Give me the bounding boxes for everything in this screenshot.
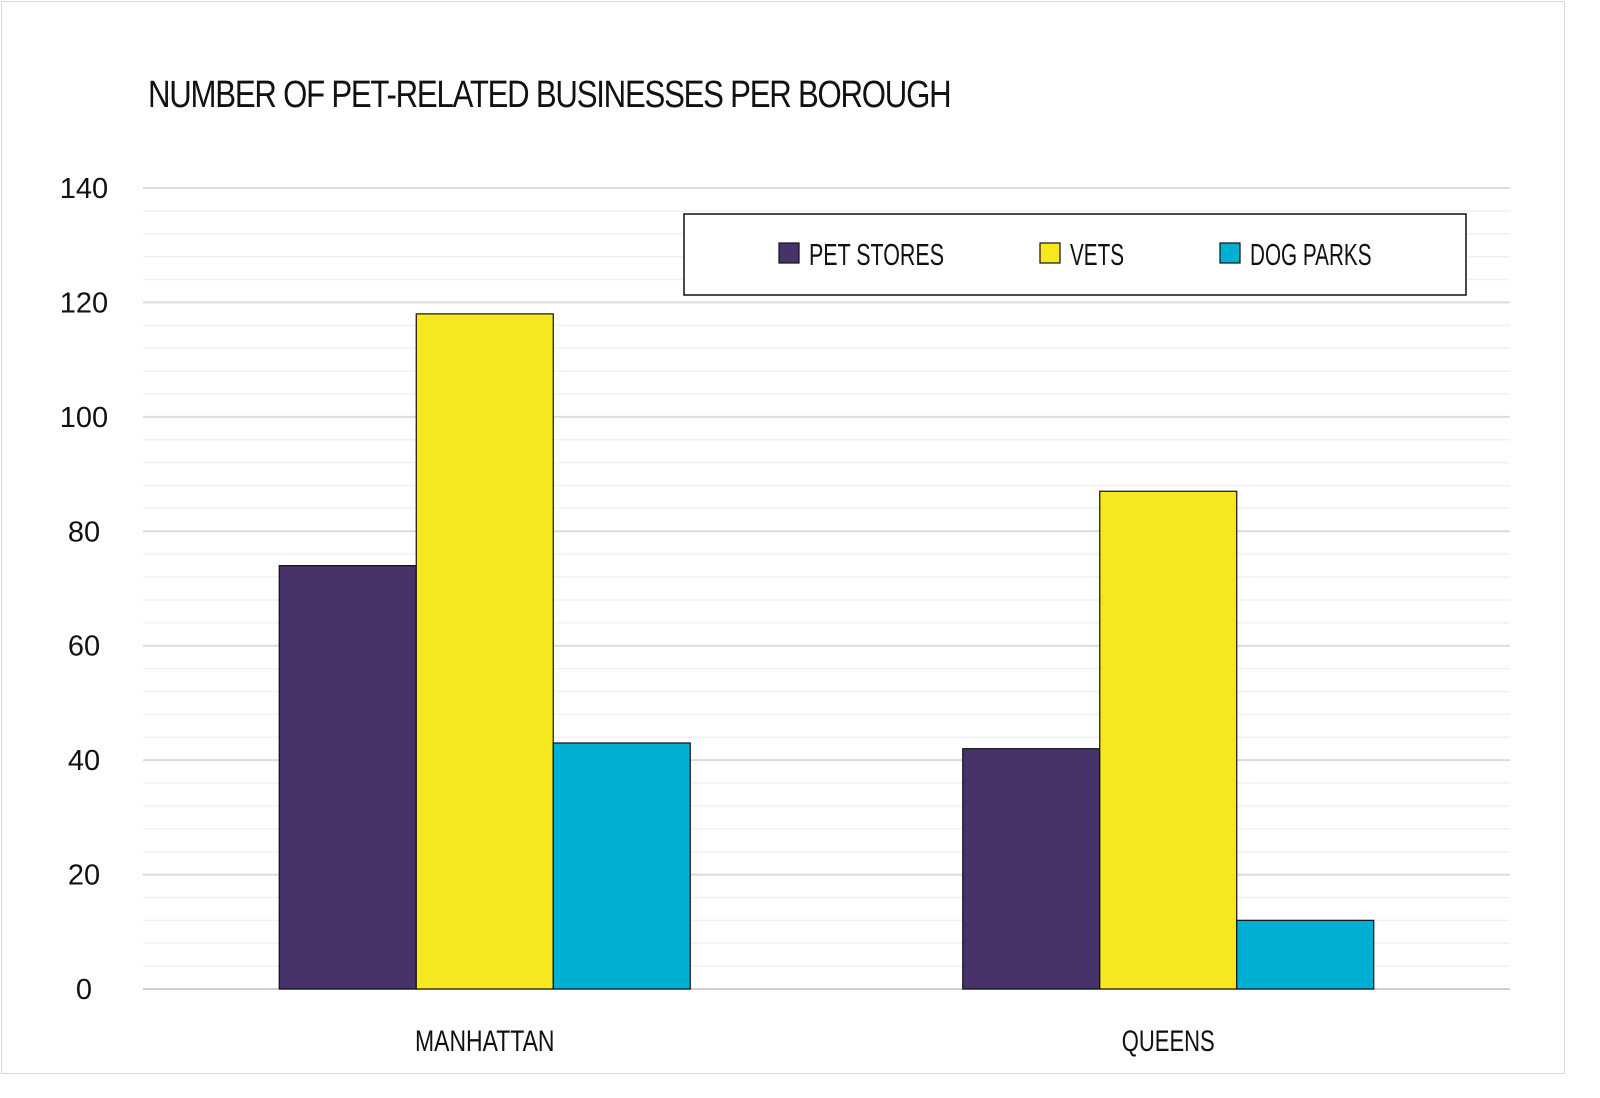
bar-pet-stores-queens xyxy=(962,748,1101,990)
bar-pet-stores-manhattan xyxy=(278,565,417,990)
category-label: QUEENS xyxy=(1122,1025,1215,1058)
y-tick-label: 60 xyxy=(68,631,100,663)
y-tick-label: 120 xyxy=(60,287,108,319)
legend-label: PET STORES xyxy=(809,237,944,272)
y-tick-label: 20 xyxy=(68,860,100,892)
legend-swatch xyxy=(1219,242,1241,264)
legend-swatch xyxy=(778,242,800,264)
bars xyxy=(278,313,1375,990)
y-axis-ticks: 0 20 40 60 80 100 120 140 xyxy=(60,173,108,1006)
chart-frame xyxy=(1,1,1565,1074)
legend-swatch xyxy=(1039,242,1061,264)
y-tick-label: 140 xyxy=(60,173,108,205)
category-labels: MANHATTAN QUEENS xyxy=(415,1025,1215,1058)
y-tick-label: 100 xyxy=(60,402,108,434)
bar-dog-parks-manhattan xyxy=(552,742,691,990)
legend: PET STORES VETS DOG PARKS xyxy=(683,213,1467,296)
legend-box xyxy=(683,213,1467,296)
chart-title: NUMBER OF PET-RELATED BUSINESSES PER BOR… xyxy=(148,74,952,116)
bar-vets-queens xyxy=(1099,490,1238,990)
y-tick-label: 0 xyxy=(76,974,92,1006)
bar-vets-manhattan xyxy=(415,313,554,990)
y-tick-label: 40 xyxy=(68,745,100,777)
category-label: MANHATTAN xyxy=(415,1025,555,1058)
y-tick-label: 80 xyxy=(68,516,100,548)
legend-label: VETS xyxy=(1070,237,1124,272)
bar-dog-parks-queens xyxy=(1236,919,1375,990)
legend-label: DOG PARKS xyxy=(1250,237,1372,272)
